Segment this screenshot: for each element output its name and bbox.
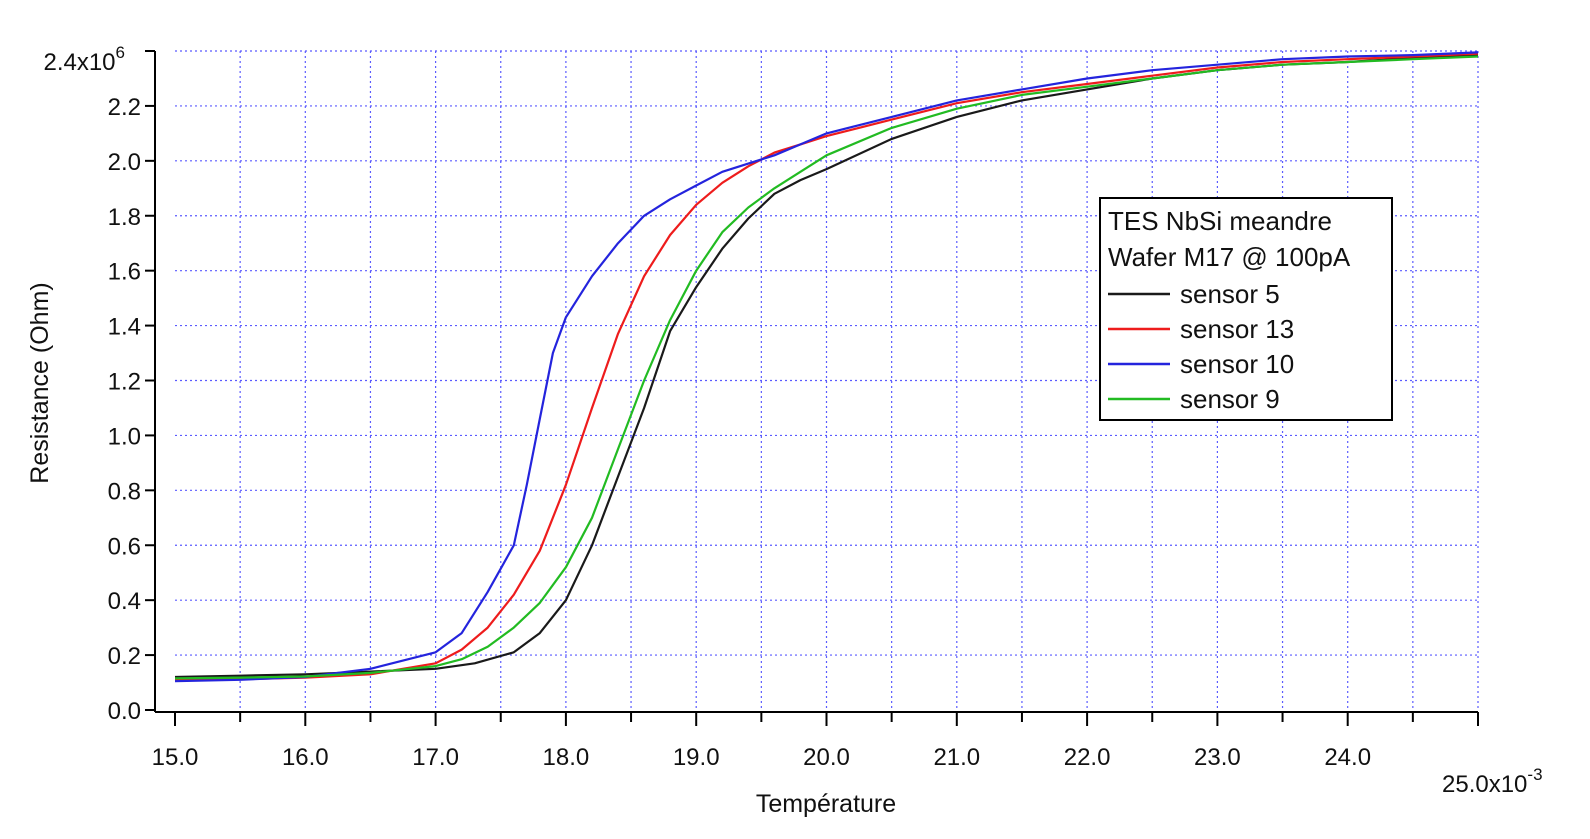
x-tick-label: 24.0 xyxy=(1324,744,1371,771)
y-tick-label: 0.2 xyxy=(108,643,141,670)
legend-label-sensor-13: sensor 13 xyxy=(1180,314,1294,344)
legend-title-line-2: Wafer M17 @ 100pA xyxy=(1108,242,1351,272)
x-tick-label: 18.0 xyxy=(543,744,590,771)
y-tick-label: 0.4 xyxy=(108,588,141,615)
x-tick-label: 21.0 xyxy=(933,744,980,771)
x-tick-label: 22.0 xyxy=(1064,744,1111,771)
x-tick-label: 15.0 xyxy=(152,744,199,771)
legend-box xyxy=(1099,197,1393,421)
x-tick-label: 23.0 xyxy=(1194,744,1241,771)
legend-label-sensor-9: sensor 9 xyxy=(1180,384,1280,414)
axes: 0.0 0.2 0.4 0.6 0.8 1.0 1.2 1.4 1.6 1.8 2.0 2.2 15.0… xyxy=(108,50,1479,771)
x-tick-label: 17.0 xyxy=(412,744,459,771)
y-tick-label: 1.6 xyxy=(108,259,141,286)
y-tick-label: 0.6 xyxy=(108,533,141,560)
y-tick-label: 1.4 xyxy=(108,314,141,341)
legend-label-sensor-10: sensor 10 xyxy=(1180,349,1294,379)
y-tick-label: 1.2 xyxy=(108,369,141,396)
y-tick-label: 1.0 xyxy=(108,423,141,450)
series-lines xyxy=(174,51,1479,683)
x-tick-label: 19.0 xyxy=(673,744,720,771)
x-axis-title: Température xyxy=(756,790,896,818)
x-tick-label: 16.0 xyxy=(282,744,329,771)
x-tick-label: 20.0 xyxy=(803,744,850,771)
legend-label-sensor-5: sensor 5 xyxy=(1180,279,1280,309)
y-axis-title: Resistance (Ohm) xyxy=(26,282,54,483)
y-tick-label: 0.8 xyxy=(108,478,141,505)
series-line-sensor-10 xyxy=(174,51,1479,683)
legend-entries: sensor 5 sensor 13 sensor 10 sensor 9 xyxy=(1108,279,1294,414)
legend: TES NbSi meandre Wafer M17 @ 100pA senso… xyxy=(1099,197,1393,421)
x-scale-label: 25.0x10-3 xyxy=(1442,765,1543,798)
series-line-sensor-13 xyxy=(174,52,1479,681)
series-line-sensor-9 xyxy=(174,55,1479,680)
y-scale-label: 2.4x106 xyxy=(43,43,125,76)
y-tick-label: 0.0 xyxy=(108,698,141,725)
y-tick-label: 2.2 xyxy=(108,94,141,121)
y-tick-label: 2.0 xyxy=(108,149,141,176)
legend-title-line-1: TES NbSi meandre xyxy=(1108,206,1332,236)
y-tick-label: 1.8 xyxy=(108,204,141,231)
